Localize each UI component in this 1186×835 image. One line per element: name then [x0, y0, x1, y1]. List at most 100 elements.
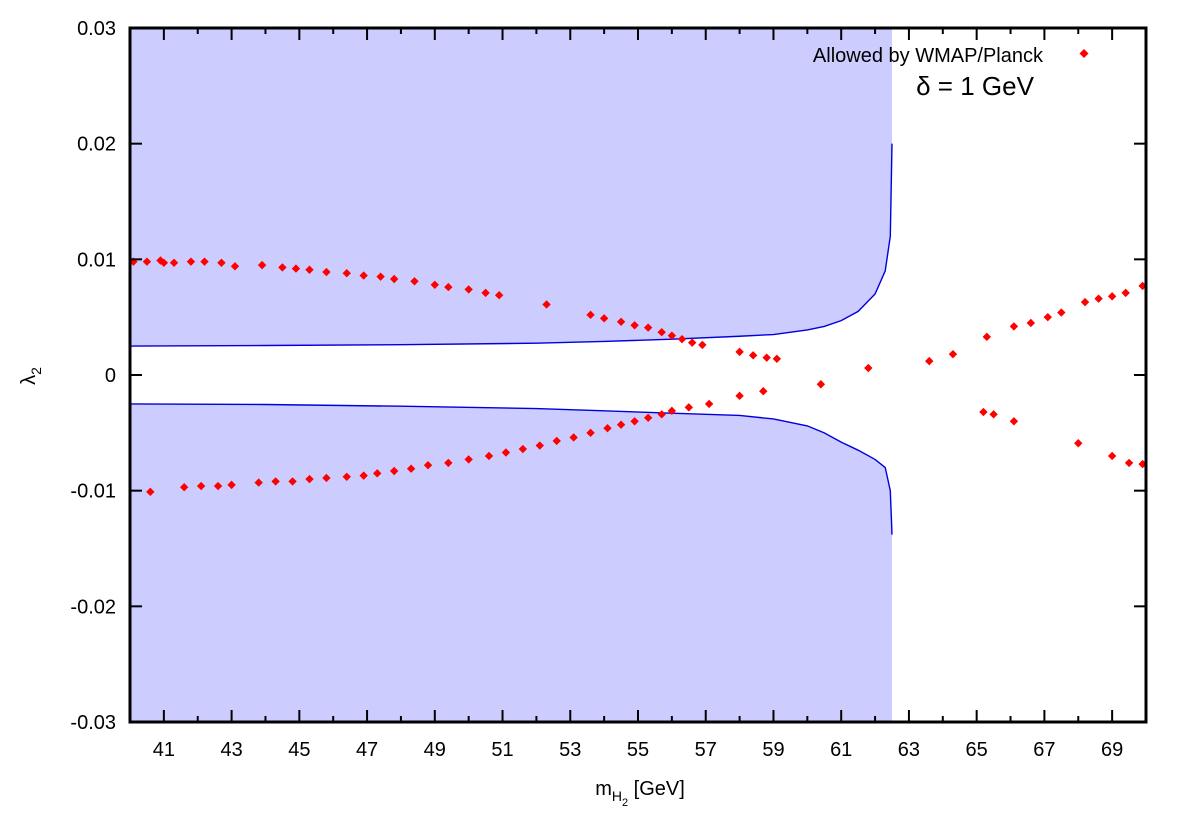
data-point: [305, 265, 314, 274]
data-point: [816, 380, 826, 389]
data-point: [217, 258, 226, 268]
x-tick-label: 55: [627, 739, 649, 761]
data-point: [864, 363, 873, 373]
y-axis-title-sub: 2: [28, 367, 44, 375]
data-point: [569, 433, 578, 442]
data-point: [1057, 308, 1066, 317]
data-point: [616, 317, 626, 326]
data-point: [643, 323, 653, 332]
data-point: [322, 473, 331, 483]
data-point: [1107, 292, 1117, 301]
data-point: [359, 271, 368, 280]
x-tick-label: 47: [356, 739, 378, 761]
data-point: [230, 262, 240, 271]
data-point: [518, 444, 528, 454]
data-point: [1009, 417, 1019, 426]
x-tick-label: 67: [1033, 739, 1055, 761]
data-point: [1009, 322, 1019, 331]
legend-marker: [1079, 49, 1089, 58]
x-tick-label: 43: [220, 739, 242, 761]
data-point: [748, 351, 758, 360]
data-point: [271, 477, 280, 486]
data-point: [213, 481, 223, 491]
data-point: [704, 399, 714, 409]
x-tick-label: 51: [491, 739, 513, 761]
data-point: [444, 282, 453, 292]
data-point: [552, 436, 561, 446]
data-point: [444, 458, 453, 468]
data-point: [359, 471, 368, 480]
y-tick-label: -0.01: [70, 481, 116, 503]
excluded-region-upper: [130, 28, 892, 347]
data-point: [989, 410, 998, 419]
data-point: [494, 290, 504, 300]
data-point: [586, 428, 595, 438]
data-point: [305, 474, 314, 484]
data-point: [227, 480, 236, 490]
y-tick-label: 0.01: [77, 249, 116, 271]
data-point: [288, 477, 297, 486]
data-point: [657, 410, 666, 419]
data-point: [586, 310, 595, 320]
data-point: [1080, 297, 1090, 307]
data-point: [1124, 458, 1134, 468]
data-point: [481, 288, 490, 298]
data-point: [179, 482, 189, 492]
data-point: [278, 263, 287, 272]
data-point: [616, 420, 626, 429]
data-point: [657, 328, 666, 337]
data-point: [630, 417, 639, 426]
data-point: [603, 424, 612, 433]
data-point: [630, 321, 639, 330]
data-point: [1074, 439, 1083, 448]
x-tick-label: 59: [762, 739, 784, 761]
x-tick-label: 41: [153, 739, 175, 761]
y-tick-label: 0.03: [77, 18, 116, 40]
x-tick-label: 57: [695, 739, 717, 761]
data-point: [759, 386, 768, 396]
data-point: [1107, 451, 1117, 461]
data-point: [169, 258, 179, 268]
data-point: [772, 354, 782, 364]
data-point: [667, 406, 677, 416]
data-point: [406, 464, 416, 473]
x-tick-label: 65: [966, 739, 988, 761]
data-point: [684, 403, 693, 412]
x-tick-label: 69: [1101, 739, 1123, 761]
legend-label: Allowed by WMAP/Planck: [813, 45, 1044, 67]
data-point: [687, 338, 697, 347]
data-point: [142, 257, 152, 266]
boundary-upper-line: [129, 143, 893, 347]
data-point: [735, 347, 744, 357]
x-axis-title: mH2 [GeV]: [595, 778, 685, 809]
data-point: [979, 407, 988, 417]
y-tick-label: 0.02: [77, 134, 116, 156]
data-point: [643, 413, 653, 422]
data-point: [1121, 288, 1130, 298]
y-tick-label: 0: [105, 365, 116, 387]
data-point: [342, 472, 351, 481]
data-point: [196, 481, 206, 491]
data-point: [1094, 294, 1103, 303]
data-point: [948, 349, 958, 359]
x-tick-label: 45: [288, 739, 310, 761]
data-point: [501, 448, 511, 457]
data-point: [535, 441, 544, 450]
x-axis-title-unit: [GeV]: [628, 778, 685, 800]
y-tick-label: -0.02: [70, 596, 116, 618]
data-point: [484, 451, 494, 461]
x-axis-title-sub2: 2: [622, 797, 628, 809]
data-point: [342, 269, 351, 278]
data-point: [146, 487, 155, 497]
data-point: [322, 267, 331, 277]
data-point: [254, 478, 263, 487]
data-point: [1138, 459, 1147, 469]
annotation: δ = 1 GeV: [916, 71, 1034, 101]
data-point: [667, 331, 677, 340]
data-point: [735, 391, 744, 401]
x-axis-title-sub1: H: [612, 788, 622, 804]
data-point: [464, 455, 473, 464]
data-point: [677, 334, 687, 344]
data-point: [291, 264, 301, 273]
